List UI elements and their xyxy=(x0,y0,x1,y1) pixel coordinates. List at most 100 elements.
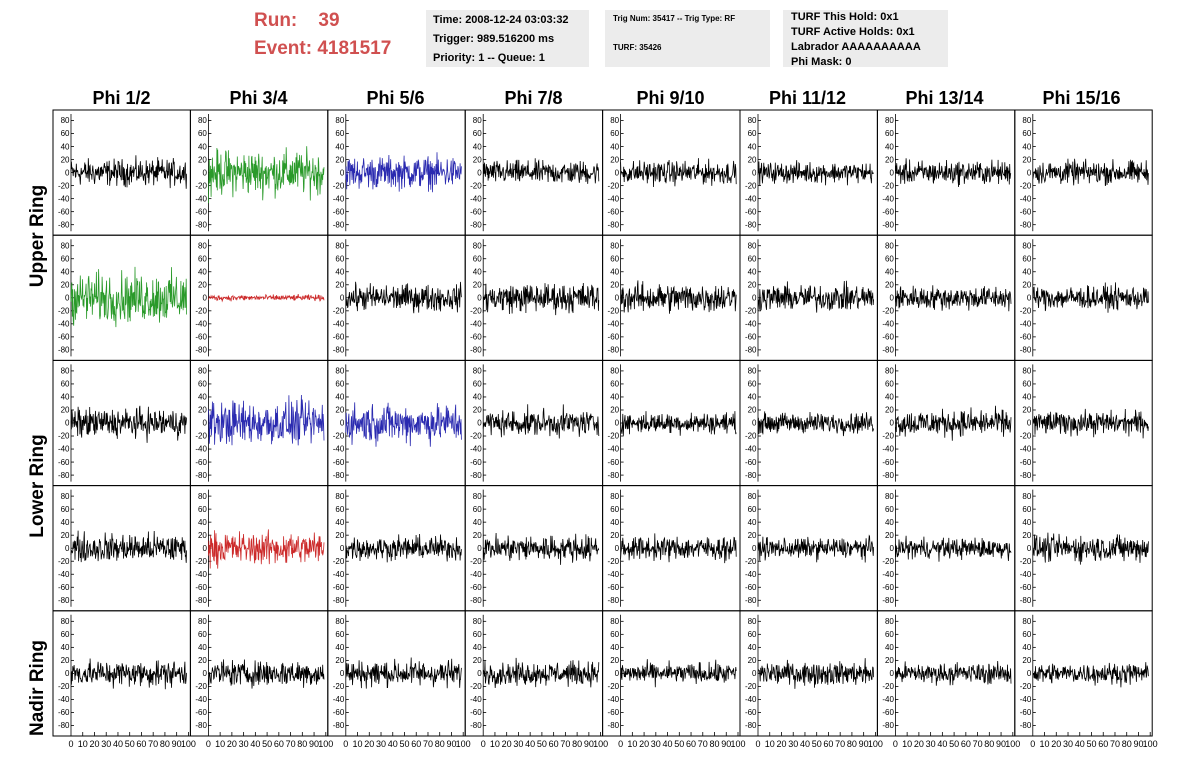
y-tick-label: 0 xyxy=(477,168,482,177)
waveform-panel: 80 60 40 20 0 -20 -40 -60 -80 xyxy=(1014,359,1153,487)
x-tick-label: 0 xyxy=(893,739,898,749)
y-tick-label: 60 xyxy=(1022,129,1031,138)
y-tick-label: -80 xyxy=(1020,346,1032,355)
y-tick-label: 60 xyxy=(335,505,344,514)
waveform-trace xyxy=(70,530,187,563)
y-tick-label: -40 xyxy=(470,194,482,203)
x-tick-label: 20 xyxy=(776,739,786,749)
y-tick-label: -80 xyxy=(470,721,482,730)
y-tick-label: 60 xyxy=(61,505,70,514)
y-tick-label: -60 xyxy=(58,207,70,216)
x-tick-label: 20 xyxy=(89,739,99,749)
y-tick-label: 60 xyxy=(198,630,207,639)
y-tick-label: 40 xyxy=(885,267,894,276)
y-tick-label: 60 xyxy=(1022,380,1031,389)
y-tick-label: -60 xyxy=(195,207,207,216)
y-tick-label: 80 xyxy=(610,116,619,125)
waveform-trace xyxy=(208,394,325,446)
y-tick-label: -20 xyxy=(745,682,757,691)
y-tick-label: 0 xyxy=(889,294,894,303)
y-tick-label: -20 xyxy=(333,307,345,316)
y-tick-label: 40 xyxy=(1022,393,1031,402)
waveform-trace xyxy=(345,533,462,563)
waveform-trace xyxy=(895,660,1012,686)
y-tick-label: 0 xyxy=(65,294,70,303)
x-tick-label: 70 xyxy=(286,739,296,749)
y-tick-label: -60 xyxy=(882,333,894,342)
y-tick-label: 60 xyxy=(885,254,894,263)
y-tick-label: 80 xyxy=(335,241,344,250)
y-tick-label: -80 xyxy=(195,220,207,229)
y-tick-label: 80 xyxy=(198,116,207,125)
y-tick-label: -20 xyxy=(195,557,207,566)
y-tick-label: -80 xyxy=(745,220,757,229)
y-tick-label: 80 xyxy=(61,492,70,501)
waveform-panel: 80 60 40 20 0 -20 -40 -60 -80 xyxy=(327,109,466,236)
x-tick-label: 10 xyxy=(765,739,775,749)
x-tick-label: 50 xyxy=(949,739,959,749)
y-tick-label: -60 xyxy=(195,583,207,592)
y-tick-label: 20 xyxy=(61,155,70,164)
y-tick-label: -40 xyxy=(470,695,482,704)
y-tick-label: 20 xyxy=(335,406,344,415)
x-tick-label: 40 xyxy=(388,739,398,749)
x-tick-label: 0 xyxy=(481,739,486,749)
y-tick-label: -20 xyxy=(745,307,757,316)
y-tick-label: 60 xyxy=(473,380,482,389)
y-tick-label: 20 xyxy=(61,531,70,540)
y-tick-label: 80 xyxy=(1022,116,1031,125)
y-tick-label: 60 xyxy=(335,380,344,389)
turf-text: TURF: 35426 xyxy=(613,43,662,52)
y-tick-label: 80 xyxy=(198,241,207,250)
y-tick-label: 40 xyxy=(335,142,344,151)
y-tick-label: 40 xyxy=(748,267,757,276)
x-tick-label: 0 xyxy=(755,739,760,749)
y-tick-label: 40 xyxy=(610,643,619,652)
y-tick-label: -80 xyxy=(1020,721,1032,730)
y-tick-label: -80 xyxy=(608,471,620,480)
x-tick-label: 90 xyxy=(859,739,869,749)
y-tick-label: -40 xyxy=(58,570,70,579)
y-tick-label: -20 xyxy=(195,307,207,316)
y-tick-label: -80 xyxy=(1020,220,1032,229)
y-tick-label: 40 xyxy=(1022,142,1031,151)
y-tick-label: -80 xyxy=(58,346,70,355)
y-tick-label: 40 xyxy=(473,142,482,151)
waveform-panel: 80 60 40 20 0 -20 -40 -60 -80 xyxy=(189,234,329,361)
y-tick-label: -20 xyxy=(1020,181,1032,190)
y-tick-label: -20 xyxy=(882,432,894,441)
y-tick-label: -40 xyxy=(58,445,70,454)
y-tick-label: 40 xyxy=(473,518,482,527)
x-tick-label: 30 xyxy=(376,739,386,749)
x-tick-label: 70 xyxy=(423,739,433,749)
y-tick-label: -60 xyxy=(470,708,482,717)
y-tick-label: 40 xyxy=(198,142,207,151)
x-tick-label: 50 xyxy=(537,739,547,749)
y-tick-label: 40 xyxy=(748,393,757,402)
waveform-panel: 80 60 40 20 0 -20 -40 -60 -80 xyxy=(739,485,878,612)
y-tick-label: 80 xyxy=(1022,241,1031,250)
y-tick-label: -40 xyxy=(470,320,482,329)
y-tick-label: 80 xyxy=(1022,367,1031,376)
waveform-trace xyxy=(70,658,187,690)
waveform-panel: 80 60 40 20 0 -20 -40 -60 -80 xyxy=(52,109,191,236)
x-tick-label: 80 xyxy=(572,739,582,749)
y-tick-label: 80 xyxy=(473,116,482,125)
y-tick-label: 20 xyxy=(61,656,70,665)
trig-num-text: Trig Num: 35417 -- Trig Type: RF xyxy=(613,14,736,23)
waveform-trace xyxy=(757,658,874,689)
x-tick-label: 70 xyxy=(835,739,845,749)
x-tick-label: 20 xyxy=(364,739,374,749)
y-tick-label: -40 xyxy=(1020,570,1032,579)
waveform-trace xyxy=(1032,158,1149,187)
y-tick-label: -60 xyxy=(745,708,757,717)
y-tick-label: -20 xyxy=(608,682,620,691)
y-tick-label: -60 xyxy=(58,708,70,717)
y-tick-label: 40 xyxy=(335,643,344,652)
column-header-phi-5-6: Phi 5/6 xyxy=(366,88,425,108)
waveform-panel: 80 60 40 20 0 -20 -40 -60 -80 xyxy=(464,109,604,236)
y-tick-label: -80 xyxy=(608,596,620,605)
y-tick-label: -20 xyxy=(608,181,620,190)
y-tick-label: -60 xyxy=(1020,333,1032,342)
